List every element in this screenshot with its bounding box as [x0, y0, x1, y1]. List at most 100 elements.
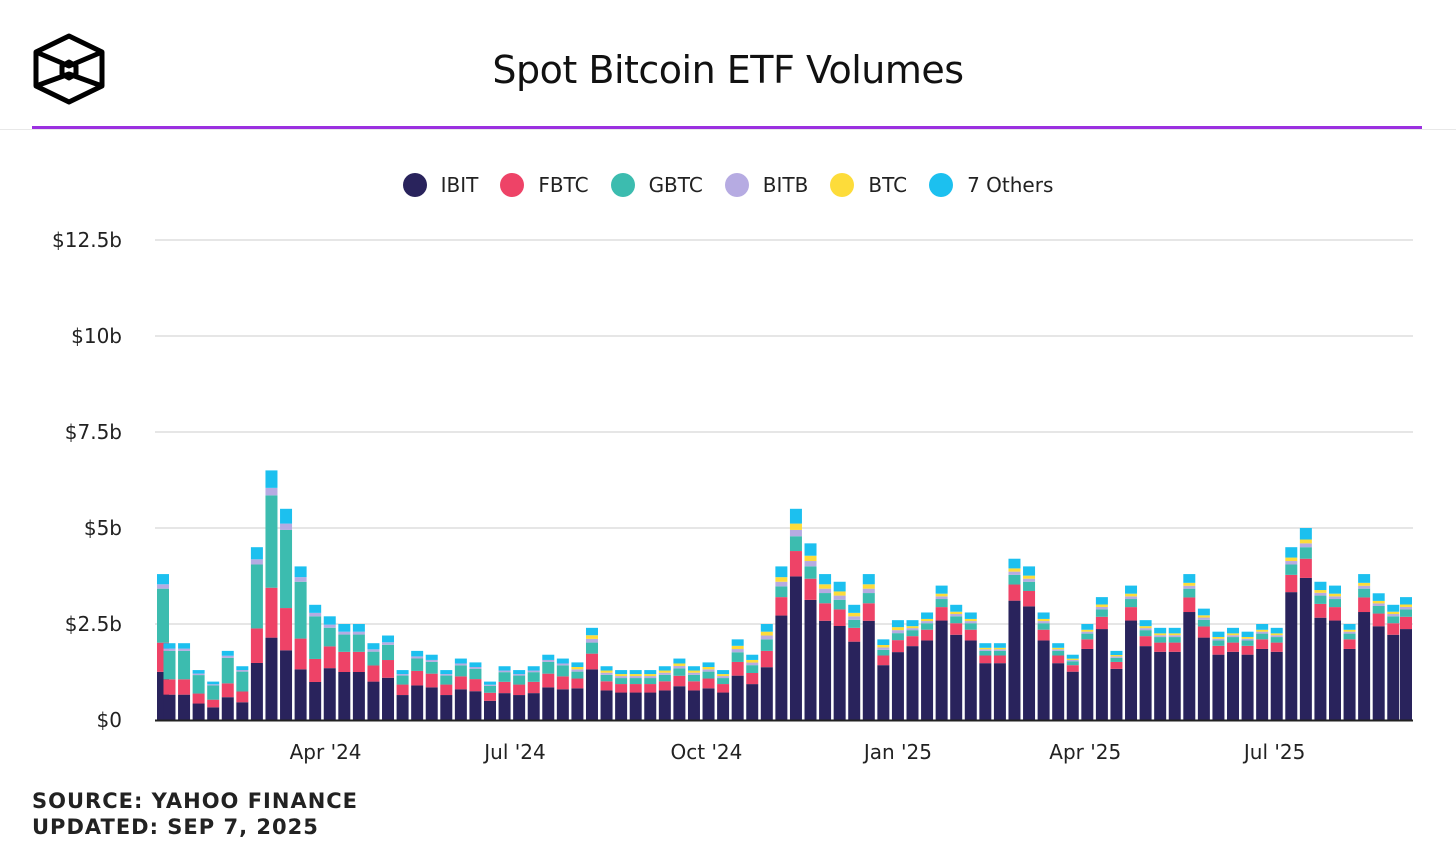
bar-segment-gbtc	[848, 619, 861, 628]
bar-segment-gbtc	[1387, 616, 1400, 624]
bar-segment-7-others	[1358, 574, 1371, 583]
bar-segment-btc	[1387, 611, 1400, 615]
bar-segment-ibit	[658, 690, 671, 720]
bar-segment-ibit	[1328, 620, 1341, 720]
bar-segment-fbtc	[250, 628, 263, 663]
legend-item-ibit[interactable]: IBIT	[402, 173, 478, 197]
legend-swatch	[610, 173, 635, 197]
bar-segment-ibit	[1212, 654, 1225, 720]
bar-segment-fbtc	[1168, 642, 1181, 652]
bar-segment-gbtc	[396, 675, 409, 685]
legend-item-7-others[interactable]: 7 Others	[929, 173, 1053, 197]
bar-segment-gbtc	[819, 593, 832, 604]
bar-segment-ibit	[891, 652, 904, 720]
bar-segment-fbtc	[993, 655, 1006, 664]
bar-segment-fbtc	[935, 607, 948, 621]
bar-segment-ibit	[556, 689, 569, 720]
bar-segment-7-others	[221, 650, 234, 656]
bar-segment-ibit	[1139, 646, 1152, 720]
bar-segment-bitb	[1066, 659, 1079, 662]
bar-segment-gbtc	[644, 678, 657, 685]
bar-segment-fbtc	[964, 629, 977, 641]
bar-segment-gbtc	[469, 668, 482, 680]
bar-segment-bitb	[702, 669, 715, 672]
bar-segment-7-others	[484, 681, 497, 685]
bar-segment-bitb	[1314, 592, 1327, 596]
bar-segment-bitb	[382, 642, 395, 645]
bar-segment-bitb	[1256, 631, 1269, 634]
bar-segment-bitb	[993, 649, 1006, 651]
bar-segment-fbtc	[979, 655, 992, 664]
bar-segment-7-others	[1081, 624, 1094, 630]
bar-segment-fbtc	[760, 650, 773, 668]
bar-segment-fbtc	[1343, 639, 1356, 649]
bar-segment-bitb	[556, 663, 569, 666]
bar-segment-gbtc	[323, 627, 336, 647]
bar-segment-fbtc	[1081, 639, 1094, 649]
bar-segment-fbtc	[906, 636, 919, 647]
bar-segment-btc	[1081, 629, 1094, 632]
source-note: SOURCE: YAHOO FINANCE	[32, 789, 359, 813]
bar-segment-ibit	[1110, 668, 1123, 720]
bar-segment-fbtc	[746, 672, 759, 685]
bar-segment-ibit	[1314, 617, 1327, 720]
bar-segment-gbtc	[1139, 630, 1152, 637]
bar-segment-bitb	[484, 684, 497, 686]
bar-segment-bitb	[775, 581, 788, 587]
bar-segment-ibit	[1008, 600, 1021, 720]
bar-segment-gbtc	[1037, 623, 1050, 630]
bar-segment-7-others	[1343, 624, 1356, 630]
bar-segment-7-others	[891, 620, 904, 628]
bar-segment-bitb	[571, 669, 584, 672]
bar-segment-btc	[935, 593, 948, 597]
bar-segment-bitb	[629, 676, 642, 679]
bar-segment-bitb	[906, 628, 919, 631]
bar-segment-7-others	[1154, 627, 1167, 634]
bar-segment-bitb	[1023, 578, 1036, 582]
bar-segment-7-others	[1023, 566, 1036, 576]
bar-segment-7-others	[906, 620, 919, 627]
bar-segment-7-others	[338, 624, 351, 632]
bar-segment-gbtc	[687, 674, 700, 682]
bar-segment-7-others	[498, 666, 511, 671]
bar-segment-ibit	[469, 691, 482, 720]
bar-segment-btc	[1154, 633, 1167, 636]
bar-segment-fbtc	[1154, 642, 1167, 652]
legend-label: GBTC	[648, 173, 703, 197]
bar-segment-fbtc	[1023, 590, 1036, 607]
bar-segment-ibit	[760, 667, 773, 720]
legend-item-fbtc[interactable]: FBTC	[500, 173, 589, 197]
y-tick-label: $7.5b	[65, 420, 122, 444]
bar-segment-bitb	[1285, 561, 1298, 565]
bar-segment-btc	[1023, 575, 1036, 579]
bar-segment-7-others	[323, 616, 336, 625]
bar-segment-gbtc	[221, 657, 234, 684]
bar-segment-ibit	[178, 694, 191, 720]
bar-segment-ibit	[848, 641, 861, 720]
legend-item-btc[interactable]: BTC	[830, 173, 907, 197]
bar-segment-7-others	[979, 643, 992, 648]
bar-segment-7-others	[1197, 608, 1210, 616]
bar-segment-7-others	[615, 670, 628, 675]
bar-segment-gbtc	[513, 675, 526, 685]
legend-item-bitb[interactable]: BITB	[724, 173, 808, 197]
bar-segment-gbtc	[425, 661, 438, 674]
bar-segment-fbtc	[236, 691, 249, 703]
bar-segment-gbtc	[1197, 619, 1210, 627]
bar-segment-7-others	[600, 666, 613, 671]
bar-segment-bitb	[1095, 606, 1108, 610]
bar-segment-7-others	[571, 662, 584, 668]
bar-segment-gbtc	[731, 652, 744, 662]
bar-segment-btc	[833, 591, 846, 596]
bar-segment-fbtc	[644, 684, 657, 693]
bar-segment-bitb	[1125, 596, 1138, 600]
legend-item-gbtc[interactable]: GBTC	[610, 173, 703, 197]
bar-segment-ibit	[367, 681, 380, 720]
bar-segment-btc	[921, 618, 934, 622]
bar-segment-gbtc	[775, 586, 788, 598]
bar-segment-7-others	[1314, 581, 1327, 591]
bar-segment-7-others	[935, 585, 948, 594]
bar-segment-gbtc	[1285, 564, 1298, 575]
bar-segment-ibit	[1066, 671, 1079, 720]
bar-segment-fbtc	[425, 673, 438, 688]
